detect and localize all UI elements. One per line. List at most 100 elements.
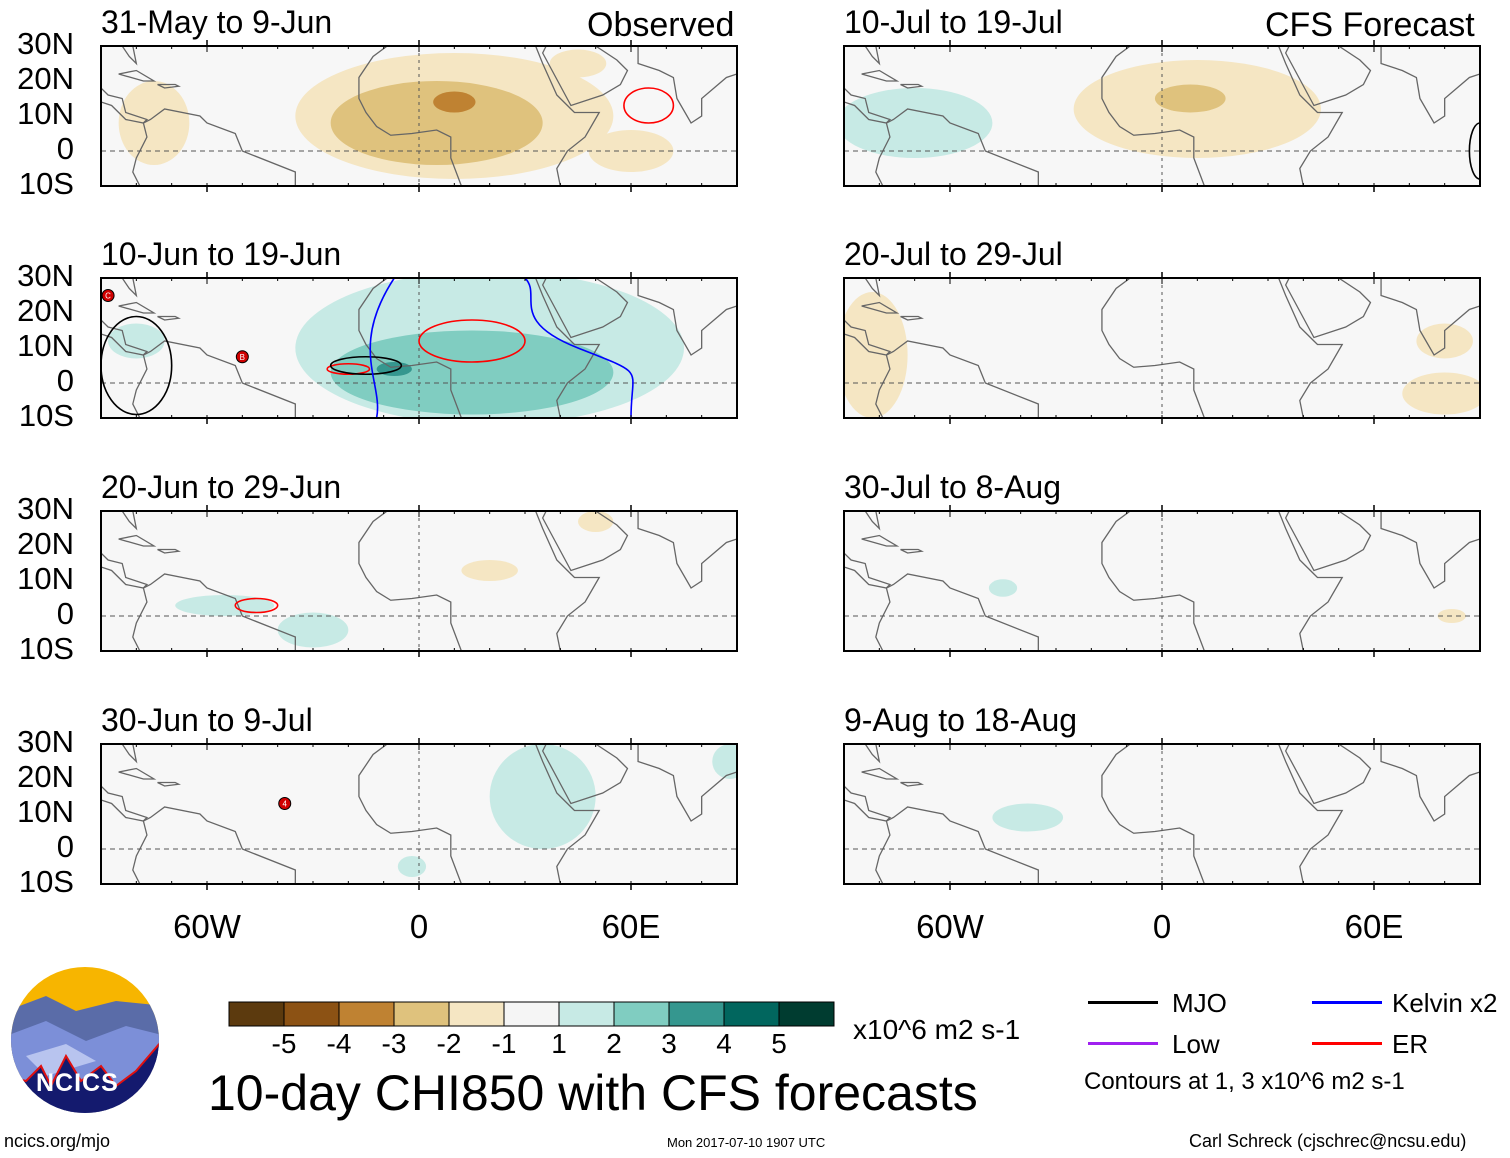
legend-swatch-kelvin [1312, 1001, 1382, 1004]
panel-title: 9-Aug to 18-Aug [844, 702, 1078, 738]
coastline [118, 767, 157, 780]
coastline [118, 534, 157, 547]
coastline [157, 315, 181, 321]
map-panel [843, 738, 1481, 890]
coastline [864, 46, 881, 66]
observed-label: Observed [587, 6, 735, 44]
panel-title: 30-Jul to 8-Aug [844, 469, 1062, 505]
colorbar-swatch [283, 1001, 340, 1027]
lon-tick-label: 0 [409, 908, 429, 945]
coastline [1380, 46, 1480, 124]
shading-region [992, 803, 1064, 832]
map-panel [843, 272, 1481, 424]
coastline [864, 744, 881, 764]
colorbar-swatch [558, 1001, 615, 1027]
storm-label: C [105, 292, 111, 301]
coastline [864, 511, 881, 531]
panel-content [844, 511, 1480, 651]
coastline [844, 785, 892, 822]
panel-title: 30-Jun to 9-Jul [101, 702, 313, 738]
panel-content [844, 744, 1480, 884]
shading-region [988, 579, 1018, 597]
shading-region [588, 130, 674, 172]
lat-tick-label: 10N [17, 328, 74, 363]
coastline [900, 315, 924, 321]
footer-url[interactable]: ncics.org/mjo [4, 1131, 111, 1151]
lat-tick-label: 30N [17, 724, 74, 759]
map-panel [843, 40, 1481, 192]
logo-text: NCICS [36, 1069, 119, 1097]
legend-low: Low [1172, 1029, 1220, 1059]
coastline [1380, 278, 1480, 356]
lon-tick-label: 60E [601, 908, 661, 945]
contour-note: Contours at 1, 3 x10^6 m2 s-1 [1084, 1068, 1405, 1095]
coastline [1101, 511, 1344, 651]
coastline [121, 511, 138, 531]
colorbar-swatch [778, 1001, 835, 1027]
coastline [844, 87, 892, 124]
shading-region [844, 88, 993, 158]
storm-icon [101, 289, 115, 302]
panel-title: 31-May to 9-Jun [101, 4, 333, 40]
shading-region [330, 81, 543, 165]
lon-tick-label: 60E [1344, 908, 1404, 945]
coastline [358, 511, 601, 651]
coastline [132, 806, 296, 884]
coastline [1284, 46, 1372, 107]
coastline [875, 573, 1039, 651]
lat-tick-label: 20N [17, 759, 74, 794]
coastline [900, 83, 924, 89]
coastline [358, 744, 601, 884]
colorbar-label: 5 [771, 1028, 787, 1059]
lat-tick-label: 0 [56, 596, 74, 631]
coastline [1284, 511, 1372, 572]
storm-icon [235, 350, 249, 364]
colorbar-swatch [613, 1001, 670, 1027]
coastline [157, 548, 181, 554]
colorbar-label: -3 [381, 1028, 407, 1059]
coastline [1380, 744, 1480, 822]
coastline [101, 552, 149, 589]
shading-region [578, 511, 614, 532]
colorbar-swatch [228, 1001, 285, 1027]
coastline [1284, 744, 1372, 805]
colorbar-swatch [448, 1001, 505, 1027]
coastline [864, 278, 881, 298]
colorbar-label: 4 [716, 1028, 732, 1059]
contour [623, 87, 675, 124]
legend-mjo: MJO [1172, 988, 1227, 1018]
map-panel: CB [100, 272, 738, 424]
shading-region [489, 744, 596, 849]
kelvin-contour [369, 278, 395, 418]
panel-title: 10-Jun to 19-Jun [101, 236, 342, 272]
legend-swatch-mjo [1088, 1001, 1158, 1004]
contour [329, 355, 403, 376]
lon-tick-label: 0 [1152, 908, 1172, 945]
contour [234, 597, 279, 614]
lat-tick-label: 0 [56, 829, 74, 864]
shading-region [844, 292, 908, 418]
colorbar-swatch [723, 1001, 780, 1027]
coastline [541, 511, 629, 572]
lat-tick-label: 20N [17, 61, 74, 96]
shading-region [118, 81, 190, 165]
coastline [637, 744, 737, 822]
map-panels: CB4 [100, 40, 1481, 890]
coastline [875, 340, 1039, 418]
coastline [861, 767, 900, 780]
shading-region [1402, 372, 1480, 415]
coastline [132, 573, 296, 651]
coastline [1101, 744, 1344, 884]
coastline [861, 69, 900, 82]
lat-tick-label: 10S [18, 398, 74, 433]
colorbar-swatch [338, 1001, 395, 1027]
panel-title: 20-Jul to 29-Jul [844, 236, 1063, 272]
lat-tick-label: 10S [18, 631, 74, 666]
colorbar-label: -5 [271, 1028, 297, 1059]
panel-content [844, 46, 1480, 186]
coastline [541, 744, 629, 805]
map-panel [843, 505, 1481, 657]
panel-title: 10-Jul to 19-Jul [844, 4, 1063, 40]
colorbar-swatch [668, 1001, 725, 1027]
